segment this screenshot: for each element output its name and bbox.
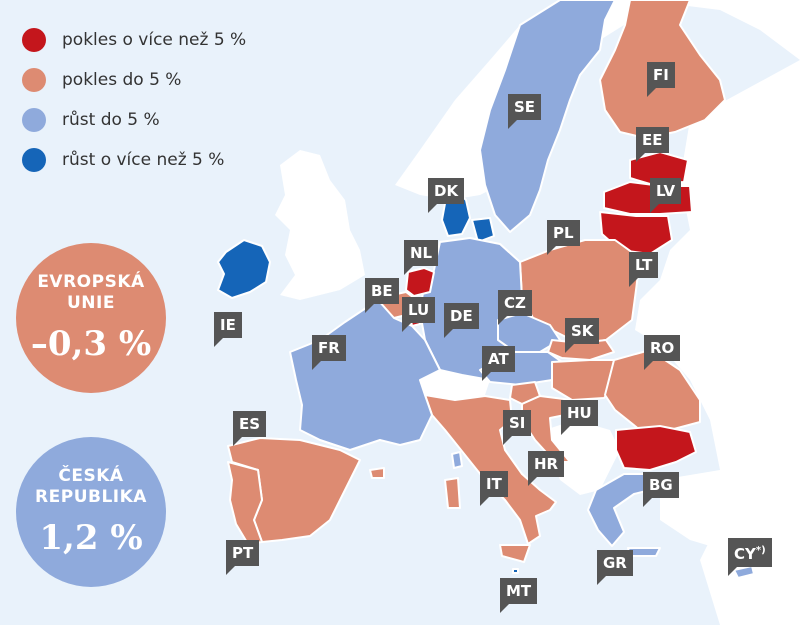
- country-label-lt: LT: [629, 252, 659, 287]
- country-label-gr: GR: [597, 550, 633, 585]
- legend-swatch-salmon-dot: [22, 68, 46, 92]
- country-label-si: SI: [503, 410, 532, 445]
- legend-swatch-blue-dot: [22, 148, 46, 172]
- country-label-sk: SK: [565, 318, 600, 353]
- country-label-ee: EE: [636, 127, 669, 162]
- legend-swatch-red-dot: [22, 28, 46, 52]
- country-label-lu: LU: [402, 297, 436, 332]
- country-label-ie: IE: [214, 312, 242, 347]
- turkey-land: [660, 460, 800, 560]
- country-label-cy-note: *): [755, 545, 766, 556]
- legend-item: růst do 5 %: [22, 100, 246, 140]
- country-bg: [615, 425, 697, 471]
- eu-summary-title-line1: EVROPSKÁ: [37, 272, 145, 292]
- cz-summary-value: 1,2 %: [39, 518, 143, 558]
- uk-land: [275, 150, 365, 300]
- country-label-at: AT: [482, 346, 515, 381]
- legend-label: pokles do 5 %: [62, 70, 182, 90]
- eu-summary-value: –0,3 %: [30, 324, 152, 364]
- country-se: [479, 0, 616, 233]
- country-label-pt: PT: [226, 540, 260, 575]
- country-label-hr: HR: [528, 451, 565, 486]
- cz-summary-circle: ČESKÁ REPUBLIKA 1,2 %: [16, 437, 166, 587]
- country-label-be: BE: [365, 278, 399, 313]
- country-label-cy-code: CY: [734, 545, 756, 563]
- country-label-fi: FI: [647, 62, 675, 97]
- country-label-cz: CZ: [498, 290, 532, 325]
- country-label-mt: MT: [500, 578, 538, 613]
- legend-item: pokles o více než 5 %: [22, 20, 246, 60]
- country-label-pl: PL: [547, 220, 580, 255]
- legend-label: pokles o více než 5 %: [62, 30, 247, 50]
- country-nl: [405, 267, 435, 297]
- country-label-se: SE: [508, 94, 542, 129]
- country-mt: [512, 568, 519, 574]
- country-label-de: DE: [444, 303, 479, 338]
- legend: pokles o více než 5 % pokles do 5 % růst…: [22, 20, 246, 180]
- legend-label: růst o více než 5 %: [62, 150, 225, 170]
- legend-item: pokles do 5 %: [22, 60, 246, 100]
- legend-item: růst o více než 5 %: [22, 140, 246, 180]
- legend-swatch-lightblue-dot: [22, 108, 46, 132]
- country-label-dk: DK: [428, 178, 465, 213]
- legend-label: růst do 5 %: [62, 110, 160, 130]
- country-label-nl: NL: [404, 240, 439, 275]
- country-ie: [217, 239, 271, 299]
- country-label-hu: HU: [561, 400, 598, 435]
- country-label-bg: BG: [643, 472, 679, 507]
- country-label-es: ES: [233, 411, 267, 446]
- country-label-lv: LV: [650, 178, 682, 213]
- country-label-ro: RO: [644, 335, 681, 370]
- country-label-it: IT: [480, 471, 508, 506]
- cz-summary-title-line1: ČESKÁ: [58, 466, 124, 486]
- eu-summary-title-line2: UNIE: [67, 293, 115, 313]
- country-label-fr: FR: [312, 335, 346, 370]
- country-pt: [227, 461, 263, 545]
- country-label-cy: CY*): [728, 538, 772, 576]
- cz-summary-title-line2: REPUBLIKA: [35, 487, 147, 507]
- eu-summary-circle: EVROPSKÁ UNIE –0,3 %: [16, 243, 166, 393]
